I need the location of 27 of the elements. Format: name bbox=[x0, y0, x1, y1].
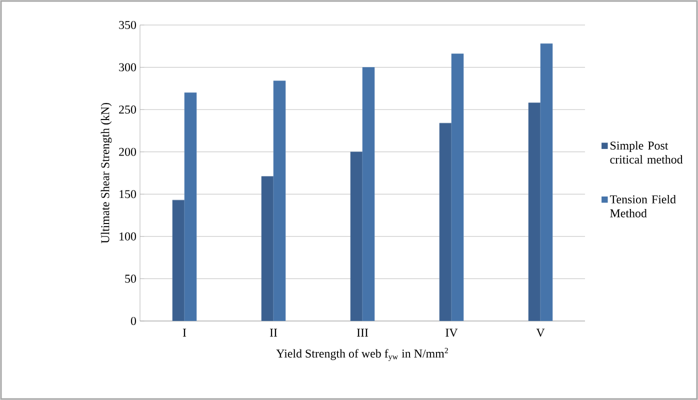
bar bbox=[439, 122, 452, 321]
bar bbox=[451, 54, 464, 321]
bar bbox=[184, 92, 197, 321]
y-tick-label: 150 bbox=[120, 190, 136, 198]
y-tick-label: 200 bbox=[119, 148, 136, 156]
x-tick-label: IV bbox=[446, 328, 458, 337]
x-axis-title: Yield Strength of web f$_{yw}$ in N/mm$^{2}$ bbox=[276, 348, 448, 361]
bar bbox=[273, 80, 286, 321]
y-tick-label: 250 bbox=[119, 106, 136, 114]
bar bbox=[528, 102, 541, 321]
bar bbox=[540, 43, 553, 321]
bar bbox=[350, 152, 363, 321]
y-axis-title: Ultimate Shear Strength (kN) bbox=[100, 102, 112, 244]
y-tick-label: 350 bbox=[119, 20, 136, 30]
bar bbox=[362, 67, 375, 321]
x-tick-label: I bbox=[182, 328, 186, 337]
x-tick-label: V bbox=[536, 328, 545, 337]
y-tick-label: 100 bbox=[120, 232, 136, 240]
y-tick-label: 0 bbox=[130, 316, 136, 326]
bar bbox=[172, 200, 185, 321]
bar bbox=[261, 176, 274, 321]
y-tick-label: 50 bbox=[125, 274, 136, 283]
legend-label: Tension Field Method bbox=[610, 194, 676, 218]
x-tick-label: III bbox=[356, 328, 368, 337]
x-tick-label: II bbox=[270, 328, 278, 337]
legend-label: Simple Post critical method bbox=[610, 141, 683, 164]
y-tick-label: 300 bbox=[119, 63, 136, 72]
